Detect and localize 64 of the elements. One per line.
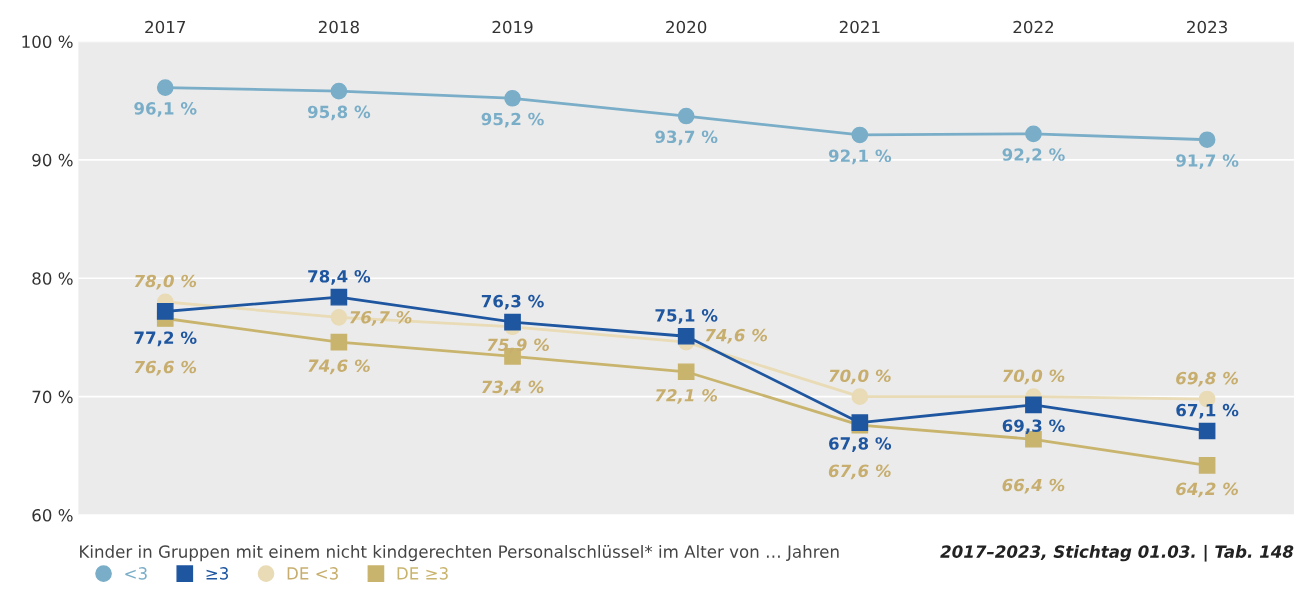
x-tick-label: 2017 [145,20,186,34]
data-label: 74,6 % [705,328,768,344]
y-tick-label: 90 % [32,153,73,167]
data-label: 67,8 % [829,437,892,452]
data-label: 74,6 % [308,359,370,375]
data-label: 93,7 % [655,130,718,146]
x-tick-label: 2020 [666,20,707,34]
point [1198,131,1216,149]
point [851,388,869,405]
data-label: 69,8 % [1176,371,1238,387]
point [504,313,521,331]
data-label: 78,4 % [308,269,371,285]
text: 2017–2023, Stichtag 01.03. | Tab. 148 [940,544,1294,562]
data-label: 75,1 % [655,309,718,324]
y-tick-label: 70 % [32,390,73,404]
point [156,303,174,320]
point [677,327,695,345]
point [1198,456,1216,474]
y-tick-label: 60 % [32,509,73,522]
data-label: 77,2 % [134,331,197,347]
data-label: 95,8 % [307,105,371,121]
data-label: 96,1 % [134,102,197,117]
legend-label: DE ≥3 [397,567,448,580]
legend-label: <3 [125,567,147,580]
point [851,126,869,144]
point [330,308,348,326]
data-label: 76,6 % [134,360,197,376]
data-label: 64,2 % [1176,482,1238,498]
data-label: 95,2 % [481,112,544,128]
data-label: 76,7 % [350,310,412,326]
data-label: 72,1 % [655,389,718,404]
point [677,363,695,381]
x-tick-label: 2023 [1187,20,1227,34]
data-label: 70,0 % [829,369,891,385]
data-label: 91,7 % [1176,154,1239,169]
point [504,89,521,107]
x-tick-label: 2022 [1013,20,1053,34]
legend-label: DE <3 [287,567,338,580]
point [330,333,348,351]
y-tick-label: 80 % [32,272,73,285]
data-label: 73,4 % [482,380,544,396]
data-label: 75,9 % [487,338,549,354]
point [1025,125,1042,143]
point [330,82,348,100]
point [1198,422,1216,440]
data-label: 92,2 % [1002,148,1065,163]
x-tick-label: 2018 [318,20,359,34]
legend-label: ≥3 [206,567,229,580]
point [677,107,695,125]
data-label: 92,1 % [828,149,892,165]
data-label: 70,0 % [1002,369,1065,385]
data-label: 67,1 % [1176,403,1239,419]
x-tick-label: 2019 [492,20,533,34]
x-tick-label: 2021 [839,20,880,34]
point [156,79,174,96]
point [330,288,348,306]
data-label: 66,4 % [1002,478,1065,494]
text: Kinder in Gruppen mit einem nicht kindgerechten Personalschlüssel* im Alter von … Jahren [80,545,839,562]
point [1025,396,1042,414]
y-tick-label: 100 % [22,35,73,49]
data-label: 78,0 % [134,274,197,290]
data-label: 67,6 % [828,464,891,480]
data-label: 76,3 % [481,294,544,310]
data-label: 69,3 % [1002,419,1065,435]
